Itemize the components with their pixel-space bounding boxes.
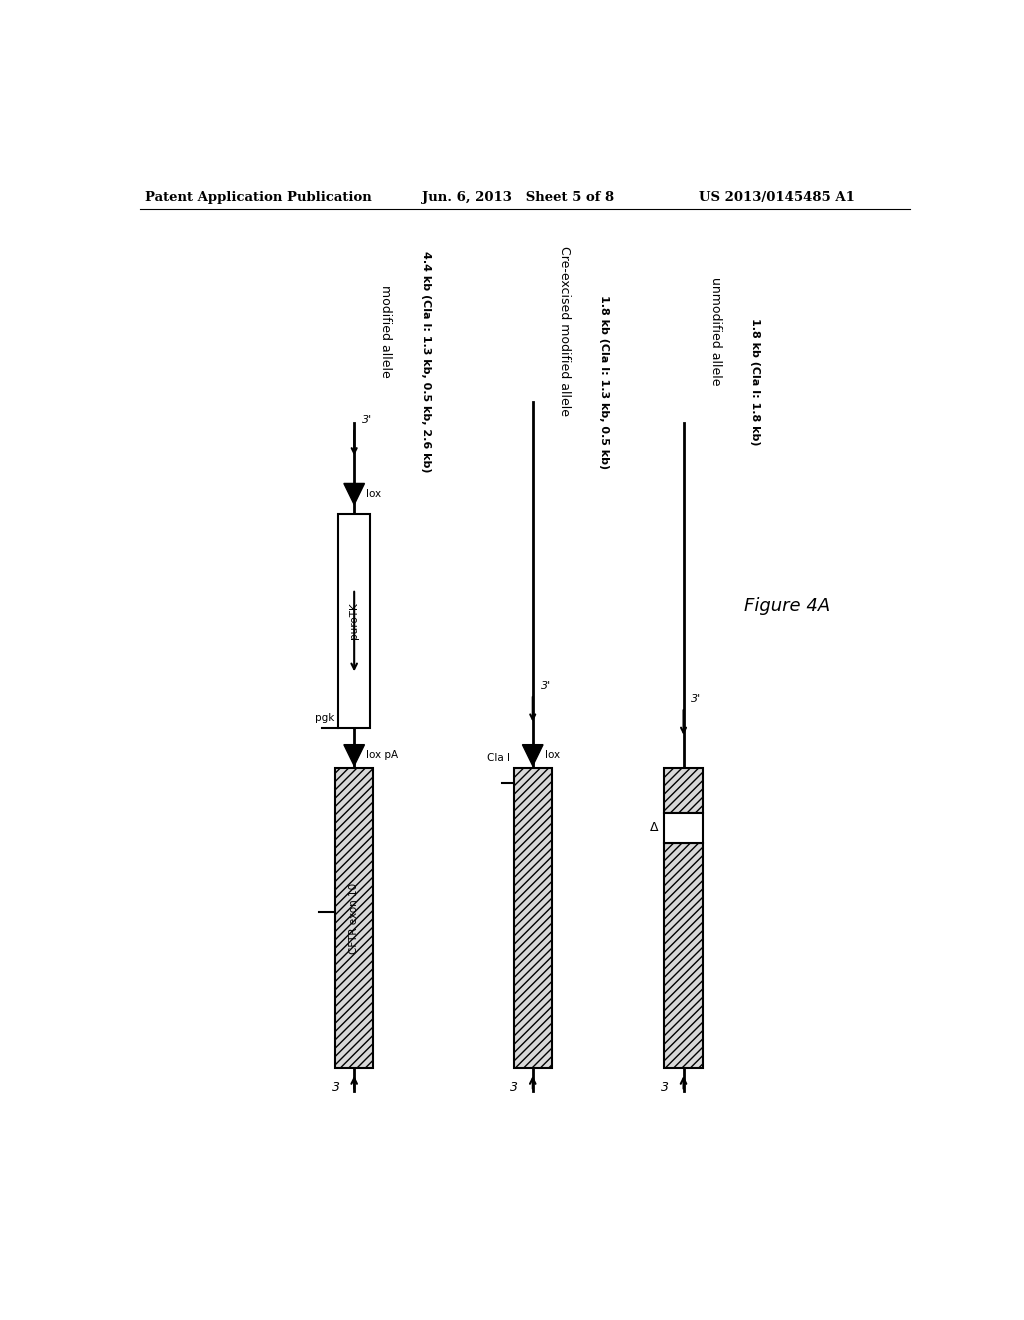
Bar (514, 768, 552, 1068)
Text: 3: 3 (332, 1081, 340, 1094)
Text: lox: lox (545, 750, 560, 760)
Bar (665, 813, 702, 843)
Text: Cre-excised modified allele: Cre-excised modified allele (558, 247, 571, 416)
Bar (338, 515, 370, 727)
Text: Cla I: Cla I (486, 754, 510, 763)
Text: 3': 3' (541, 681, 551, 690)
Text: US 2013/0145485 A1: US 2013/0145485 A1 (699, 190, 855, 203)
Text: 3: 3 (662, 1081, 670, 1094)
Text: Δ: Δ (649, 821, 658, 834)
Text: 3': 3' (362, 414, 373, 425)
Text: puroTK: puroTK (349, 602, 359, 639)
Bar (665, 768, 702, 813)
Text: unmodified allele: unmodified allele (709, 277, 722, 385)
Text: lox: lox (367, 488, 381, 499)
Text: 1.8 kb (Cla I: 1.8 kb): 1.8 kb (Cla I: 1.8 kb) (750, 318, 760, 446)
Text: 1.8 kb (Cla I: 1.3 kb, 0.5 kb): 1.8 kb (Cla I: 1.3 kb, 0.5 kb) (599, 294, 609, 469)
Text: CFTR exon 10: CFTR exon 10 (349, 883, 359, 954)
Bar (665, 843, 702, 1068)
Polygon shape (344, 744, 365, 766)
Polygon shape (344, 483, 365, 504)
Text: Jun. 6, 2013   Sheet 5 of 8: Jun. 6, 2013 Sheet 5 of 8 (422, 190, 613, 203)
Text: 3': 3' (691, 694, 701, 704)
Bar (335, 768, 373, 1068)
Text: pgk: pgk (315, 713, 334, 723)
Text: modified allele: modified allele (380, 285, 392, 378)
Text: lox pA: lox pA (367, 750, 398, 760)
Text: 4.4 kb (Cla I: 1.3 kb, 0.5 kb, 2.6 kb): 4.4 kb (Cla I: 1.3 kb, 0.5 kb, 2.6 kb) (421, 251, 431, 473)
Text: 3: 3 (510, 1081, 518, 1094)
Polygon shape (522, 744, 543, 766)
Text: Patent Application Publication: Patent Application Publication (145, 190, 372, 203)
Text: Figure 4A: Figure 4A (743, 597, 829, 615)
